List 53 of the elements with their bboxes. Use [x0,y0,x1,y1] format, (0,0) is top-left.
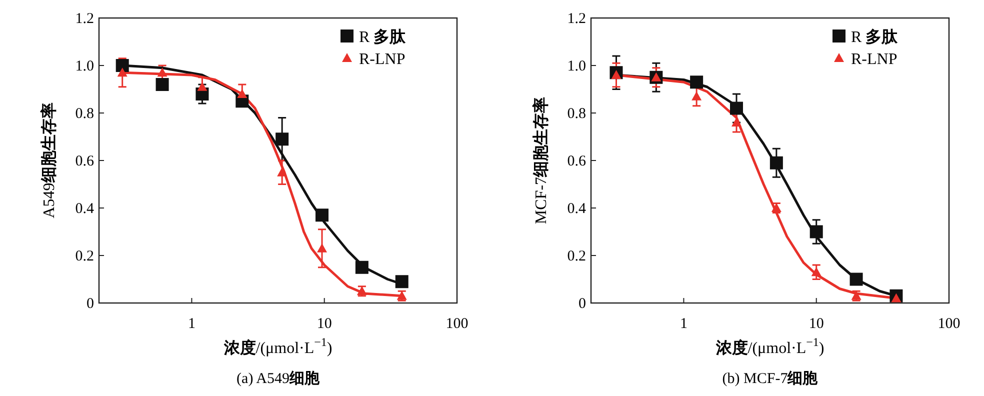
point [197,82,208,91]
point [395,275,408,288]
point [811,267,822,276]
point [116,59,129,72]
y-tick-label: 0.6 [567,154,586,170]
y-tick-label: 0.4 [567,201,586,217]
y-tick-label: 1.2 [567,11,586,27]
text: (a) A549细胞 [236,370,320,387]
point [770,156,783,170]
y-axis-title: MCF-7细胞生存率 [531,96,550,224]
point [810,225,823,238]
point [276,132,289,146]
point [690,76,704,89]
x-tick-label: 10 [316,316,332,332]
y-tick-label: 0.2 [75,248,94,264]
point [732,118,742,126]
x-tick-label: 100 [446,316,468,332]
point [611,70,622,79]
x-axis-title: 浓度/(μmol·L$^{−1}$) [714,335,824,357]
y-tick-label: 0 [578,296,586,312]
point [316,208,329,222]
legend-label: R-LNP [851,51,898,68]
point [156,78,169,91]
point [157,68,168,77]
y-tick-label: 1.0 [567,58,586,74]
y-tick-label: 0.8 [567,106,586,122]
y-axis-title: A549细胞生存率 [39,102,58,218]
y-tick-label: 1.2 [75,11,94,27]
x-tick-label: 1 [680,316,688,332]
point [117,68,128,77]
point [692,91,702,100]
point [891,293,902,302]
legend-label: R-LNP [359,51,406,68]
y-tick-label: 0 [86,296,94,312]
y-tick-label: 0.2 [567,248,586,264]
legend-label: R 多肽 [359,28,407,46]
y-tick-label: 0.8 [75,106,94,122]
point [730,102,743,115]
point [651,72,662,82]
point [355,260,368,274]
y-tick-label: 0.6 [75,154,94,170]
x-tick-label: 1 [188,316,196,332]
x-tick-label: 100 [938,316,960,332]
text: (b) MCF-7细胞 [722,370,819,387]
x-tick-label: 10 [808,316,824,332]
y-tick-label: 1.0 [75,58,94,74]
legend-label: R 多肽 [851,28,899,46]
y-tick-label: 0.4 [75,201,94,217]
point [277,167,288,176]
point [850,272,863,286]
x-axis-title: 浓度/(μmol·L$^{−1}$) [222,335,332,357]
point [317,243,328,252]
point [237,89,248,98]
